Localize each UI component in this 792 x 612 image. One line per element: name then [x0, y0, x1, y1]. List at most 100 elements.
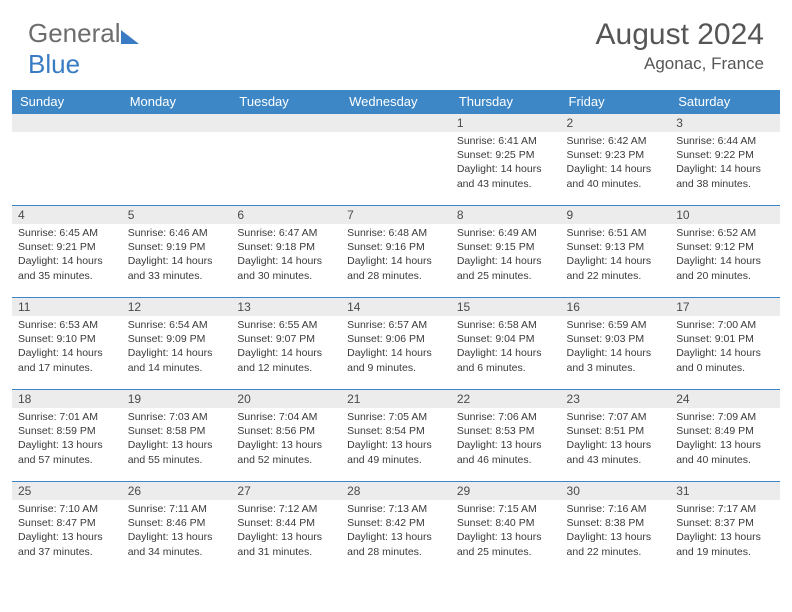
calendar-cell: 2Sunrise: 6:42 AMSunset: 9:23 PMDaylight…: [561, 114, 671, 206]
calendar-cell: 5Sunrise: 6:46 AMSunset: 9:19 PMDaylight…: [122, 206, 232, 298]
calendar-cell: 18Sunrise: 7:01 AMSunset: 8:59 PMDayligh…: [12, 390, 122, 482]
day-number: 26: [122, 482, 232, 500]
calendar-cell: 1Sunrise: 6:41 AMSunset: 9:25 PMDaylight…: [451, 114, 561, 206]
calendar-cell: 7Sunrise: 6:48 AMSunset: 9:16 PMDaylight…: [341, 206, 451, 298]
day-header: Saturday: [670, 90, 780, 114]
day-content: Sunrise: 7:15 AMSunset: 8:40 PMDaylight:…: [451, 500, 561, 563]
calendar-week-row: 11Sunrise: 6:53 AMSunset: 9:10 PMDayligh…: [12, 298, 780, 390]
day-number: 3: [670, 114, 780, 132]
day-number: 25: [12, 482, 122, 500]
calendar-cell: 21Sunrise: 7:05 AMSunset: 8:54 PMDayligh…: [341, 390, 451, 482]
calendar-week-row: 18Sunrise: 7:01 AMSunset: 8:59 PMDayligh…: [12, 390, 780, 482]
brand-part1: General: [28, 18, 121, 48]
day-number: 8: [451, 206, 561, 224]
title-block: August 2024 Agonac, France: [596, 18, 764, 74]
calendar-cell: 14Sunrise: 6:57 AMSunset: 9:06 PMDayligh…: [341, 298, 451, 390]
day-number-empty: [231, 114, 341, 132]
day-number: 12: [122, 298, 232, 316]
day-content: Sunrise: 6:45 AMSunset: 9:21 PMDaylight:…: [12, 224, 122, 287]
day-content: Sunrise: 6:44 AMSunset: 9:22 PMDaylight:…: [670, 132, 780, 195]
calendar-cell: 11Sunrise: 6:53 AMSunset: 9:10 PMDayligh…: [12, 298, 122, 390]
day-number: 19: [122, 390, 232, 408]
day-content: Sunrise: 6:59 AMSunset: 9:03 PMDaylight:…: [561, 316, 671, 379]
day-content: Sunrise: 6:57 AMSunset: 9:06 PMDaylight:…: [341, 316, 451, 379]
day-content: Sunrise: 6:49 AMSunset: 9:15 PMDaylight:…: [451, 224, 561, 287]
day-content: Sunrise: 6:53 AMSunset: 9:10 PMDaylight:…: [12, 316, 122, 379]
day-number-empty: [341, 114, 451, 132]
day-number: 13: [231, 298, 341, 316]
calendar-cell: 23Sunrise: 7:07 AMSunset: 8:51 PMDayligh…: [561, 390, 671, 482]
calendar-cell: 19Sunrise: 7:03 AMSunset: 8:58 PMDayligh…: [122, 390, 232, 482]
day-content: Sunrise: 7:00 AMSunset: 9:01 PMDaylight:…: [670, 316, 780, 379]
day-content: Sunrise: 6:54 AMSunset: 9:09 PMDaylight:…: [122, 316, 232, 379]
brand-text: General Blue: [28, 18, 139, 80]
day-content: Sunrise: 7:06 AMSunset: 8:53 PMDaylight:…: [451, 408, 561, 471]
calendar-week-row: 1Sunrise: 6:41 AMSunset: 9:25 PMDaylight…: [12, 114, 780, 206]
day-number: 4: [12, 206, 122, 224]
calendar-cell: 31Sunrise: 7:17 AMSunset: 8:37 PMDayligh…: [670, 482, 780, 574]
day-header: Sunday: [12, 90, 122, 114]
day-content: Sunrise: 6:42 AMSunset: 9:23 PMDaylight:…: [561, 132, 671, 195]
calendar-week-row: 25Sunrise: 7:10 AMSunset: 8:47 PMDayligh…: [12, 482, 780, 574]
calendar-cell: 20Sunrise: 7:04 AMSunset: 8:56 PMDayligh…: [231, 390, 341, 482]
day-header: Thursday: [451, 90, 561, 114]
sail-icon: [121, 30, 139, 44]
day-content: Sunrise: 7:11 AMSunset: 8:46 PMDaylight:…: [122, 500, 232, 563]
day-number: 1: [451, 114, 561, 132]
day-number: 31: [670, 482, 780, 500]
day-number: 11: [12, 298, 122, 316]
day-number: 27: [231, 482, 341, 500]
day-content: Sunrise: 6:51 AMSunset: 9:13 PMDaylight:…: [561, 224, 671, 287]
day-number-empty: [122, 114, 232, 132]
day-number: 6: [231, 206, 341, 224]
day-number: 23: [561, 390, 671, 408]
calendar-week-row: 4Sunrise: 6:45 AMSunset: 9:21 PMDaylight…: [12, 206, 780, 298]
calendar-cell: 17Sunrise: 7:00 AMSunset: 9:01 PMDayligh…: [670, 298, 780, 390]
day-content: Sunrise: 6:46 AMSunset: 9:19 PMDaylight:…: [122, 224, 232, 287]
calendar-cell: 25Sunrise: 7:10 AMSunset: 8:47 PMDayligh…: [12, 482, 122, 574]
day-number: 22: [451, 390, 561, 408]
calendar-cell: 9Sunrise: 6:51 AMSunset: 9:13 PMDaylight…: [561, 206, 671, 298]
calendar-cell: 22Sunrise: 7:06 AMSunset: 8:53 PMDayligh…: [451, 390, 561, 482]
day-number-empty: [12, 114, 122, 132]
day-header: Monday: [122, 90, 232, 114]
day-content: Sunrise: 6:58 AMSunset: 9:04 PMDaylight:…: [451, 316, 561, 379]
calendar-cell: 26Sunrise: 7:11 AMSunset: 8:46 PMDayligh…: [122, 482, 232, 574]
day-content: Sunrise: 7:16 AMSunset: 8:38 PMDaylight:…: [561, 500, 671, 563]
calendar-cell: 6Sunrise: 6:47 AMSunset: 9:18 PMDaylight…: [231, 206, 341, 298]
day-number: 21: [341, 390, 451, 408]
calendar-cell: 28Sunrise: 7:13 AMSunset: 8:42 PMDayligh…: [341, 482, 451, 574]
calendar-cell: 8Sunrise: 6:49 AMSunset: 9:15 PMDaylight…: [451, 206, 561, 298]
day-number: 29: [451, 482, 561, 500]
calendar-cell: 24Sunrise: 7:09 AMSunset: 8:49 PMDayligh…: [670, 390, 780, 482]
calendar-cell: 30Sunrise: 7:16 AMSunset: 8:38 PMDayligh…: [561, 482, 671, 574]
day-header: Tuesday: [231, 90, 341, 114]
calendar-cell: 10Sunrise: 6:52 AMSunset: 9:12 PMDayligh…: [670, 206, 780, 298]
day-header: Friday: [561, 90, 671, 114]
calendar-table: SundayMondayTuesdayWednesdayThursdayFrid…: [12, 90, 780, 574]
day-content: Sunrise: 6:41 AMSunset: 9:25 PMDaylight:…: [451, 132, 561, 195]
calendar-cell: 27Sunrise: 7:12 AMSunset: 8:44 PMDayligh…: [231, 482, 341, 574]
day-header: Wednesday: [341, 90, 451, 114]
day-content: Sunrise: 7:13 AMSunset: 8:42 PMDaylight:…: [341, 500, 451, 563]
day-content: Sunrise: 7:12 AMSunset: 8:44 PMDaylight:…: [231, 500, 341, 563]
calendar-cell: 16Sunrise: 6:59 AMSunset: 9:03 PMDayligh…: [561, 298, 671, 390]
day-content: Sunrise: 6:48 AMSunset: 9:16 PMDaylight:…: [341, 224, 451, 287]
day-number: 5: [122, 206, 232, 224]
day-content: Sunrise: 7:10 AMSunset: 8:47 PMDaylight:…: [12, 500, 122, 563]
day-content: Sunrise: 7:07 AMSunset: 8:51 PMDaylight:…: [561, 408, 671, 471]
day-number: 24: [670, 390, 780, 408]
day-content: Sunrise: 6:52 AMSunset: 9:12 PMDaylight:…: [670, 224, 780, 287]
calendar-cell: 29Sunrise: 7:15 AMSunset: 8:40 PMDayligh…: [451, 482, 561, 574]
day-number: 10: [670, 206, 780, 224]
day-content: Sunrise: 7:01 AMSunset: 8:59 PMDaylight:…: [12, 408, 122, 471]
calendar-cell: 4Sunrise: 6:45 AMSunset: 9:21 PMDaylight…: [12, 206, 122, 298]
day-content: Sunrise: 7:05 AMSunset: 8:54 PMDaylight:…: [341, 408, 451, 471]
location-label: Agonac, France: [596, 54, 764, 74]
calendar-cell: 12Sunrise: 6:54 AMSunset: 9:09 PMDayligh…: [122, 298, 232, 390]
day-content: Sunrise: 7:09 AMSunset: 8:49 PMDaylight:…: [670, 408, 780, 471]
brand-logo: General Blue: [28, 18, 139, 80]
calendar-cell: 13Sunrise: 6:55 AMSunset: 9:07 PMDayligh…: [231, 298, 341, 390]
calendar-cell: 15Sunrise: 6:58 AMSunset: 9:04 PMDayligh…: [451, 298, 561, 390]
header: General Blue August 2024 Agonac, France: [0, 0, 792, 86]
